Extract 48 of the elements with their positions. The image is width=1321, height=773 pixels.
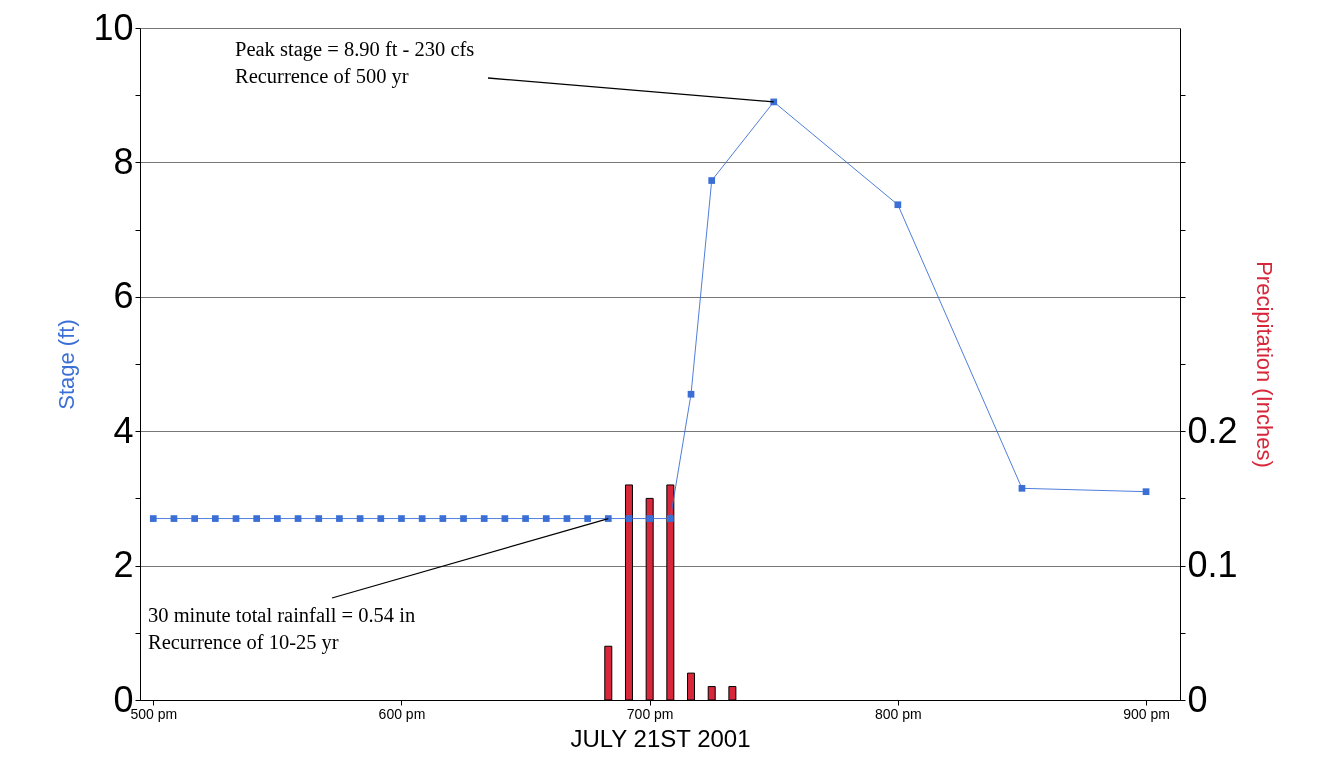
point: [894, 201, 902, 209]
point: [666, 515, 674, 522]
point: [625, 515, 633, 522]
point: [356, 515, 364, 522]
point: [563, 515, 571, 522]
y-tick-label: 8: [113, 140, 134, 182]
point: [191, 515, 198, 522]
x-tick-label: 800 pm: [875, 705, 922, 722]
y2-tick-label: 0.2: [1187, 409, 1238, 451]
point: [646, 515, 654, 522]
point: [584, 515, 591, 522]
point: [687, 390, 695, 398]
annotation: Peak stage = 8.90 ft - 230 cfs Recurrence of 500 yr: [235, 38, 475, 88]
y-tick-label: 6: [113, 275, 134, 317]
point: [377, 515, 385, 522]
y-tick-label: 4: [113, 409, 134, 451]
point: [501, 515, 509, 522]
x-axis-title: JULY 21ST 2001: [570, 724, 751, 752]
y-axis-title: Stage (ft): [54, 319, 80, 410]
point: [708, 177, 716, 184]
point: [542, 515, 550, 522]
y2-tick-label: 0.1: [1187, 544, 1238, 586]
point: [460, 515, 467, 522]
x-tick-label: 600 pm: [378, 705, 426, 722]
point: [232, 515, 240, 522]
point: [1142, 488, 1150, 496]
point: [294, 515, 302, 522]
y2-axis-title: Precipitation (Inches): [1251, 261, 1277, 468]
point: [439, 515, 447, 522]
y-tick-label: 2: [113, 544, 134, 586]
point: [398, 515, 405, 522]
point: [253, 515, 261, 522]
x-tick-label: 900 pm: [1123, 705, 1170, 722]
point: [149, 515, 157, 522]
point: [418, 515, 426, 522]
annotation: 30 minute total rainfall = 0.54 in Recurrence of 10-25 yr: [148, 604, 416, 654]
point: [315, 515, 323, 522]
point: [604, 515, 612, 522]
point: [336, 515, 343, 522]
point: [1018, 484, 1026, 492]
y-tick-label: 10: [93, 6, 134, 48]
point: [211, 515, 219, 522]
y2-tick-label: 0: [1187, 678, 1208, 720]
point: [480, 515, 488, 522]
point: [522, 515, 529, 522]
point: [170, 515, 178, 522]
point: [274, 515, 281, 522]
x-tick-label: 700 pm: [626, 705, 674, 722]
